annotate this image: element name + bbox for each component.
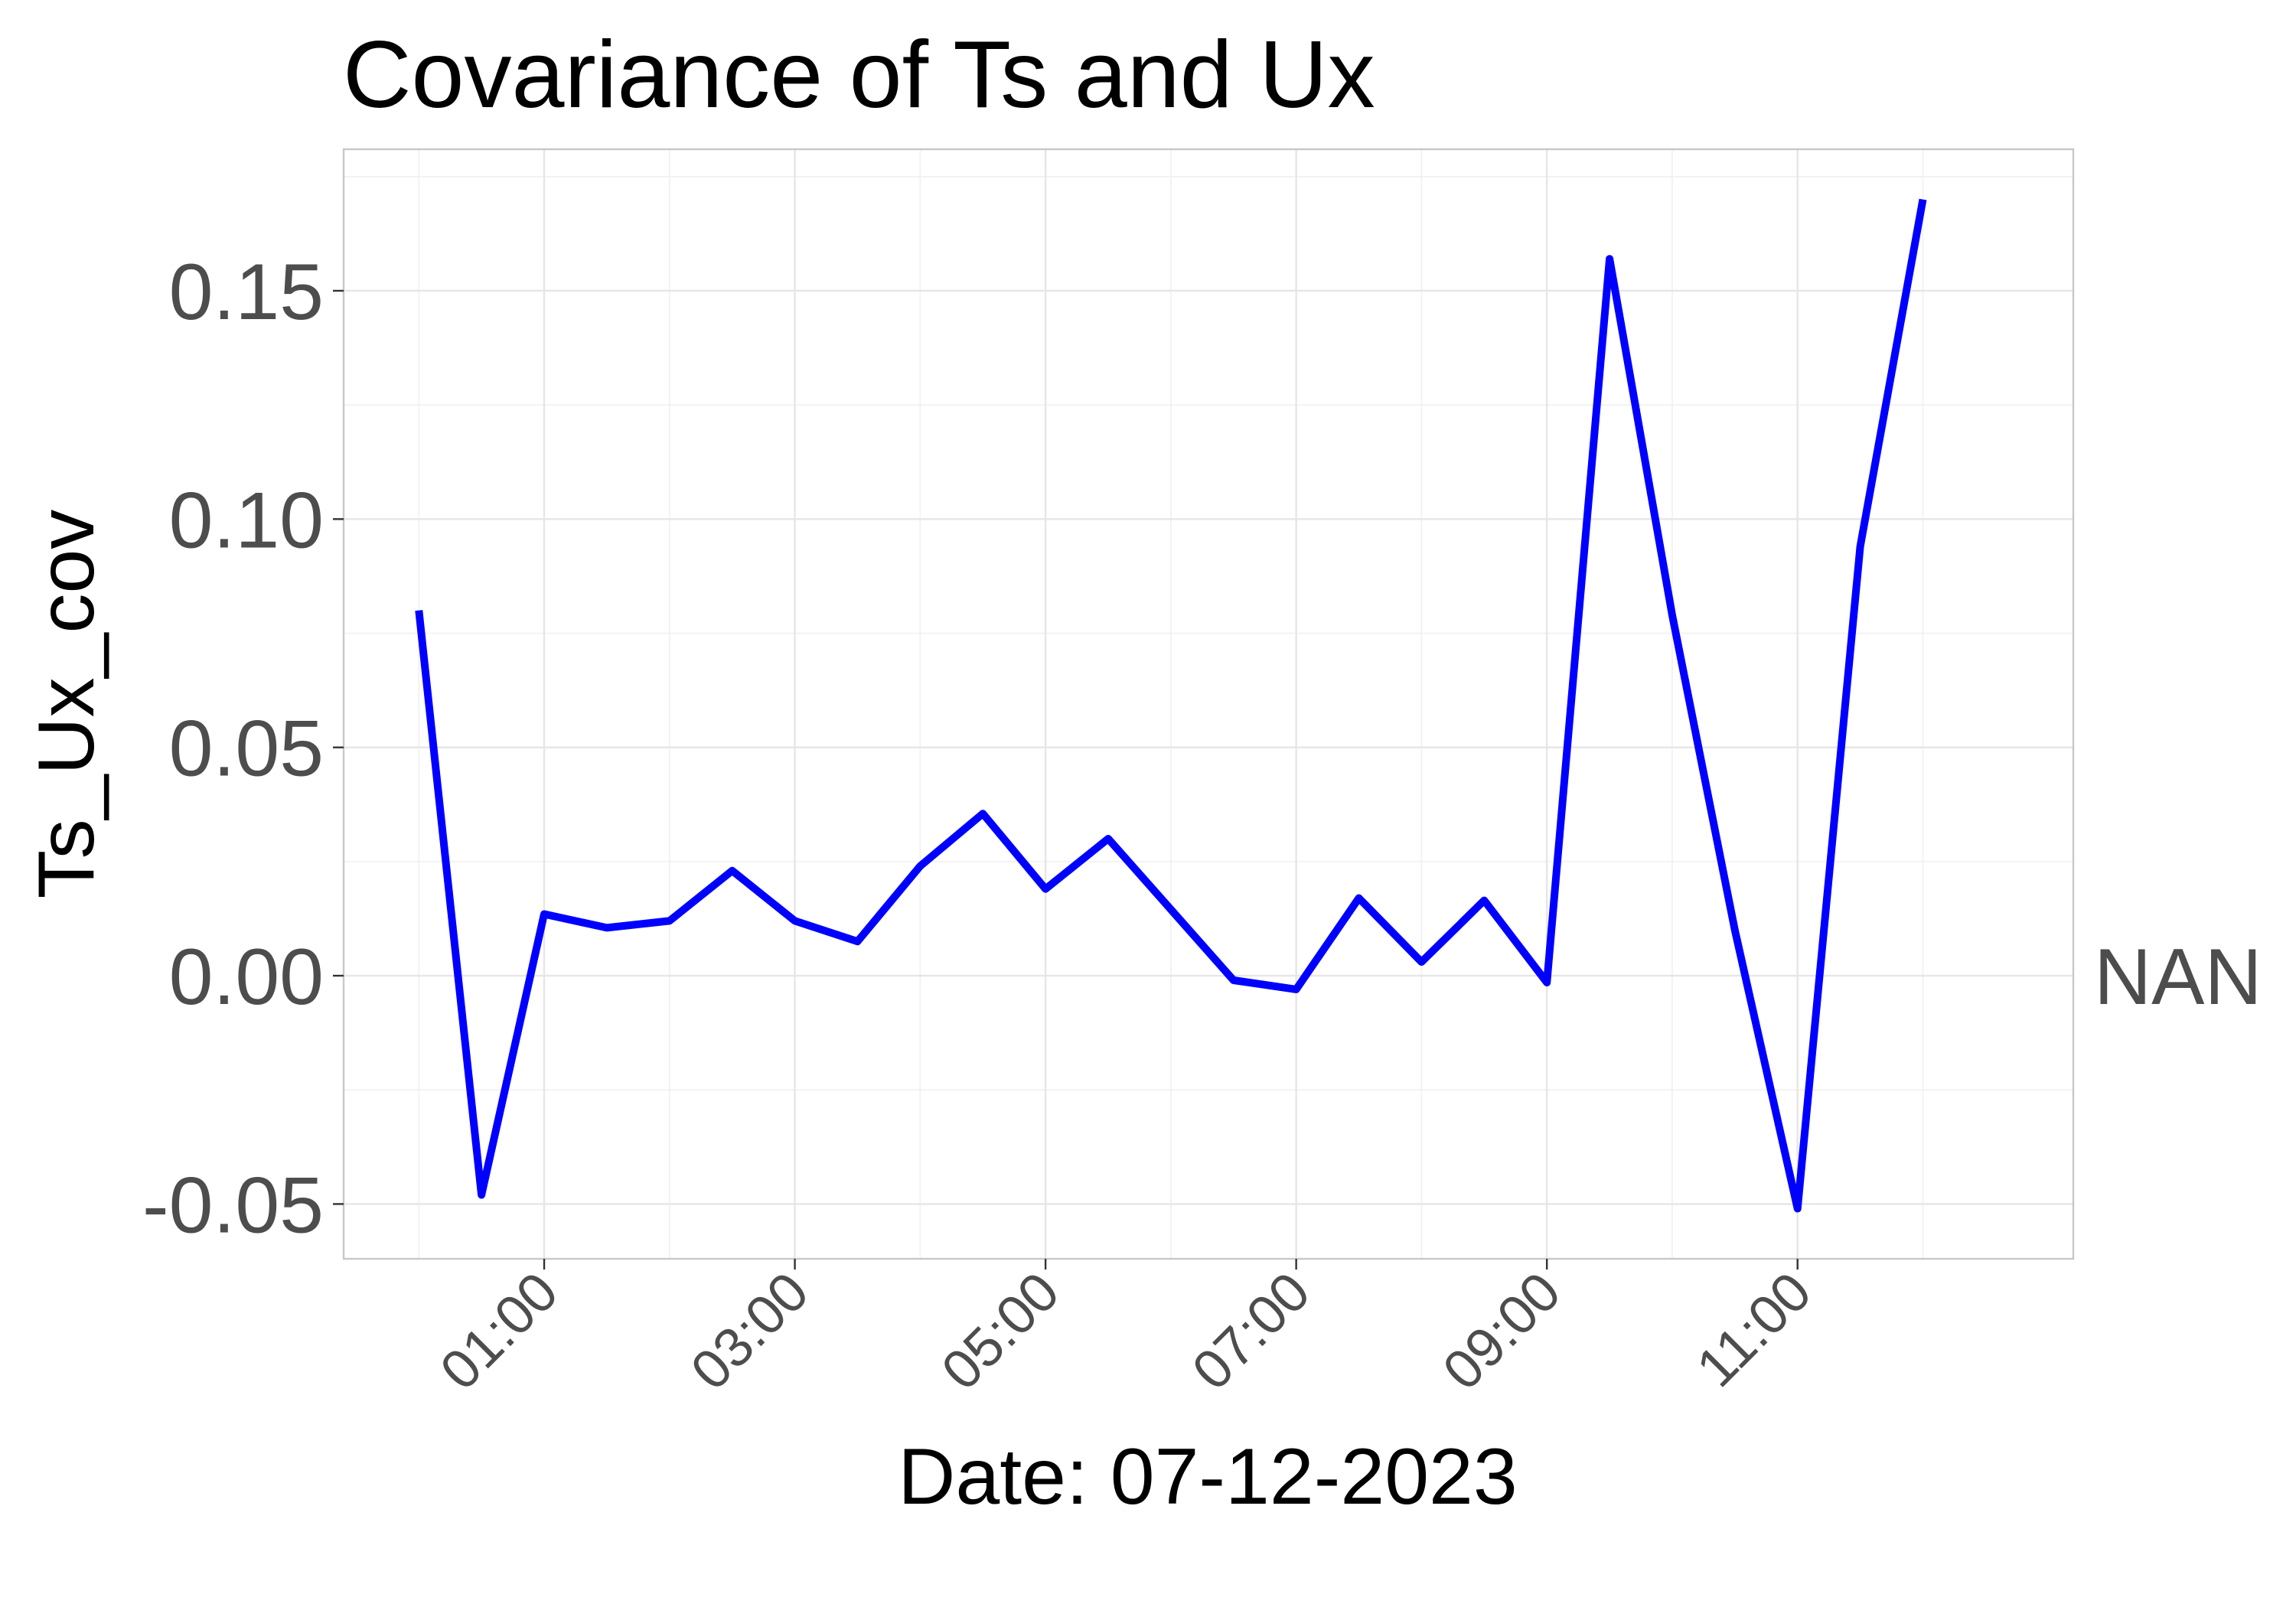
grid: [344, 149, 2073, 1259]
y-tick-label: 0.10: [169, 476, 324, 565]
x-tick-label: 07:00: [1181, 1261, 1322, 1402]
series-line: [415, 198, 1927, 1213]
x-tick-label: 11:00: [1685, 1261, 1823, 1399]
y-axis-ticks: -0.05 0.00 0.05 0.10 0.15: [142, 248, 344, 1250]
series-layer: [415, 198, 1927, 1213]
x-axis-title: Date: 07-12-2023: [898, 1433, 1517, 1521]
y-tick-label: 0.15: [169, 248, 324, 337]
x-tick-label: 03:00: [680, 1261, 820, 1402]
secondary-axis-label: NAN: [2094, 933, 2262, 1022]
y-tick-label: 0.05: [169, 705, 324, 794]
y-axis-title: Ts_Ux_cov: [22, 510, 111, 899]
x-tick-label: 01:00: [429, 1261, 569, 1402]
y-tick-label: 0.00: [169, 933, 324, 1022]
x-tick-label: 05:00: [930, 1261, 1071, 1402]
x-axis-ticks: 01:00 03:00 05:00 07:00 09:00 11:00: [429, 1259, 1823, 1402]
x-tick-label: 09:00: [1432, 1261, 1573, 1402]
chart-title: Covariance of Ts and Ux: [343, 22, 1375, 128]
plot-panel: [342, 148, 2075, 1260]
y-tick-label: -0.05: [142, 1161, 324, 1250]
